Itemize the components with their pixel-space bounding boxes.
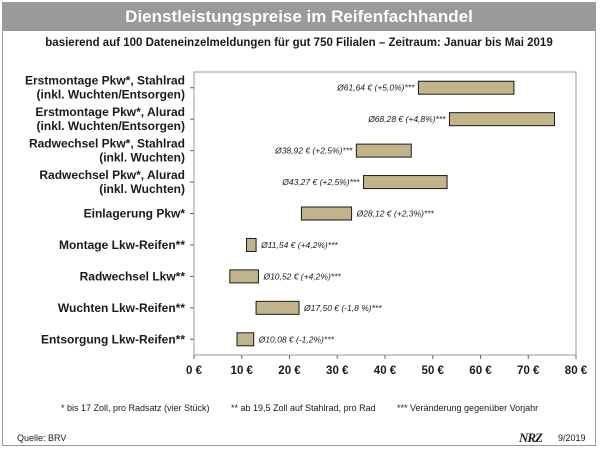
category-label: (inkl. Wuchten/Entsorgen) [37,88,185,102]
category-label: (inkl. Wuchten) [99,151,185,165]
range-bar-chart: 0 € 10 € 20 € 30 € 40 € 50 € 60 € 70 € 80 € Erstm… [25,71,588,377]
category-label: Erstmontage Pkw*, Alurad [35,105,185,119]
nrz-logo: NRZ [519,430,543,445]
x-tick-label: 80 € [565,365,588,377]
chart-frame: Dienstleistungspreise im Reifenfachhande… [2,2,596,446]
chart-title: Dienstleistungspreise im Reifenfachhande… [3,3,595,31]
data-label: Ø61,64 € (+5,0%)*** [336,83,415,93]
range-bar [355,143,412,158]
logo-date: 9/2019 [558,433,586,443]
chart-subtitle: basierend auf 100 Dateneinzelmeldungen f… [45,37,553,49]
category-label: (inkl. Wuchten/Entsorgen) [37,119,185,133]
x-tick-label: 50 € [422,365,445,377]
data-label: Ø28,12 € (+2,3%)*** [356,209,435,219]
data-label: Ø68,28 € (+4,8%)*** [367,114,446,124]
data-label: Ø11,54 € (+4,2%)*** [260,240,338,250]
footnote-3: *** Veränderung gegenüber Vorjahr [397,403,539,413]
category-label: Radwechsel Lkw** [80,269,186,283]
data-label: Ø17,50 € (-1,8 %)*** [303,303,382,313]
source-note: Quelle: BRV [17,433,67,443]
range-bar [255,300,300,315]
category-label: Montage Lkw-Reifen** [59,238,185,252]
category-label: Wuchten Lkw-Reifen** [58,301,185,315]
category-label: Erstmontage Pkw*, Stahlrad [25,74,185,88]
data-label: Ø10,52 € (+4,2%)*** [262,271,341,281]
x-tick-label: 0 € [186,365,203,377]
x-tick-label: 60 € [469,365,492,377]
x-tick-label: 10 € [231,365,254,377]
range-bar [448,112,556,127]
range-bar [236,332,255,347]
x-tick-label: 40 € [374,365,397,377]
range-bar [363,175,448,190]
x-tick-label: 20 € [278,365,301,377]
category-label: (inkl. Wuchten) [99,182,185,196]
category-label: Entsorgung Lkw-Reifen** [41,332,185,346]
range-bar [417,80,515,95]
data-label: Ø38,92 € (+2,5%)*** [274,146,353,156]
category-label: Radwechsel Pkw*, Stahlrad [29,137,185,151]
footnote-1: * bis 17 Zoll, pro Radsatz (vier Stück) [61,403,210,413]
category-label: Einlagerung Pkw* [84,207,186,221]
range-bar [246,237,257,252]
x-tick-label: 30 € [326,365,349,377]
range-bar [229,269,259,284]
category-label: Radwechsel Pkw*, Alurad [39,168,185,182]
footnote-2: ** ab 19,5 Zoll auf Stahlrad, pro Rad [231,403,376,413]
data-label: Ø43,27 € (+2,5%)*** [281,177,360,187]
range-bar [300,206,353,221]
x-tick-label: 70 € [517,365,540,377]
data-label: Ø10,08 € (-1,2%)*** [258,334,335,344]
